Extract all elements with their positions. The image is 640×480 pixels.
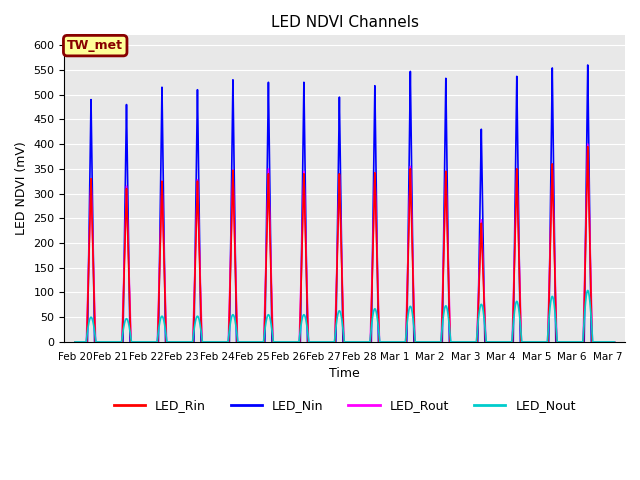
Y-axis label: LED NDVI (mV): LED NDVI (mV) bbox=[15, 142, 28, 236]
X-axis label: Time: Time bbox=[330, 367, 360, 380]
Title: LED NDVI Channels: LED NDVI Channels bbox=[271, 15, 419, 30]
Legend: LED_Rin, LED_Nin, LED_Rout, LED_Nout: LED_Rin, LED_Nin, LED_Rout, LED_Nout bbox=[109, 394, 581, 417]
Text: TW_met: TW_met bbox=[67, 39, 124, 52]
